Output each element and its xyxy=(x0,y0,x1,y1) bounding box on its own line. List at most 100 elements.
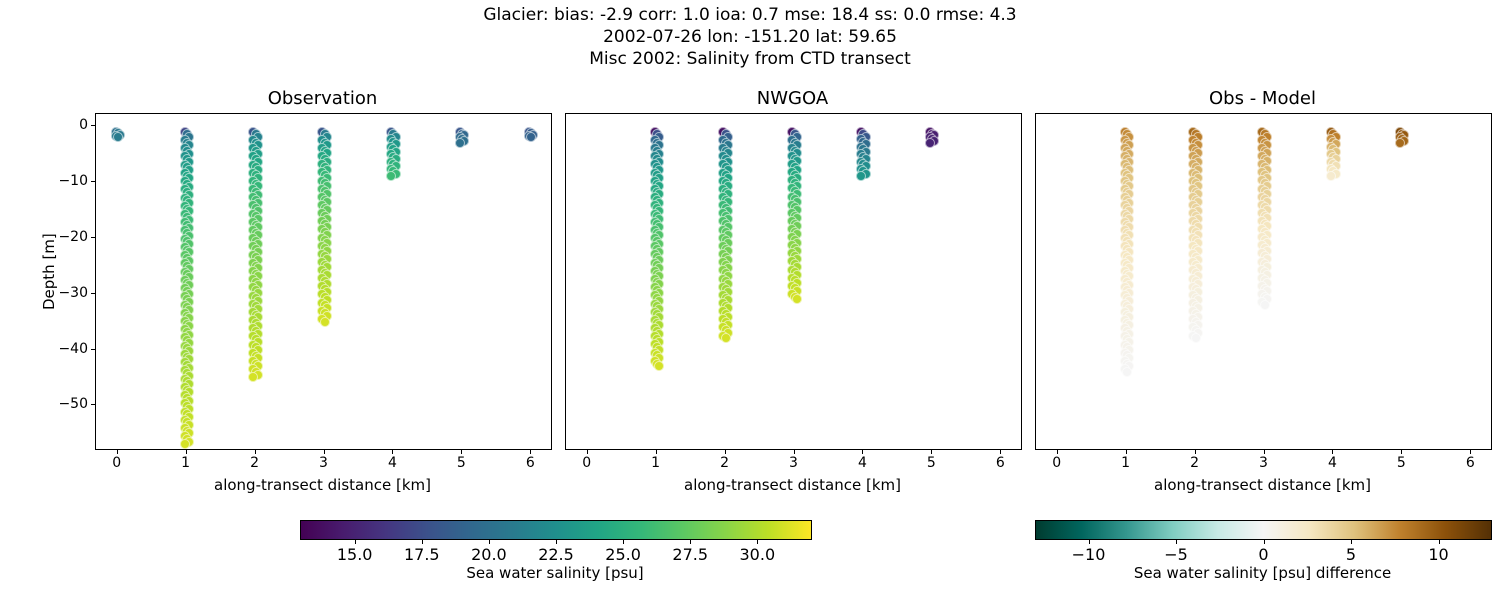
x-tick-label: 5 xyxy=(1397,455,1406,471)
data-point xyxy=(320,317,330,327)
colorbar-tick-label: 10 xyxy=(1428,545,1448,564)
data-point xyxy=(925,138,935,148)
data-point xyxy=(526,132,536,142)
panel-title: Obs - Model xyxy=(1035,88,1490,109)
colorbar-tick-mark xyxy=(623,539,624,544)
x-tick-mark xyxy=(656,449,657,454)
x-tick-mark xyxy=(255,449,256,454)
y-tick-label: −50 xyxy=(58,396,88,412)
x-tick-label: 2 xyxy=(1190,455,1199,471)
x-tick-label: 4 xyxy=(1328,455,1337,471)
x-tick-label: 1 xyxy=(1121,455,1130,471)
x-tick-mark xyxy=(1057,449,1058,454)
colorbar-tick-label: −5 xyxy=(1164,545,1188,564)
x-tick-label: 2 xyxy=(720,455,729,471)
suptitle-stats: Glacier: bias: -2.9 corr: 1.0 ioa: 0.7 m… xyxy=(0,4,1500,26)
x-tick-label: 6 xyxy=(996,455,1005,471)
panel-title: NWGOA xyxy=(565,88,1020,109)
y-tick-label: 0 xyxy=(79,117,88,133)
colorbar-tick-label: 22.5 xyxy=(538,545,574,564)
x-tick-label: 3 xyxy=(1259,455,1268,471)
data-point xyxy=(856,171,866,181)
colorbar-tick-label: 17.5 xyxy=(404,545,440,564)
x-tick-mark xyxy=(725,449,726,454)
colorbar-tick-mark xyxy=(1264,539,1265,544)
data-point xyxy=(180,439,190,449)
colorbar: 15.017.520.022.525.027.530.0 xyxy=(300,520,812,540)
colorbar-label: Sea water salinity [psu] difference xyxy=(1035,564,1490,582)
data-point xyxy=(386,171,396,181)
colorbar: −10−50510 xyxy=(1035,520,1492,540)
x-tick-mark xyxy=(1332,449,1333,454)
x-tick-mark xyxy=(931,449,932,454)
x-tick-label: 1 xyxy=(651,455,660,471)
x-tick-label: 3 xyxy=(789,455,798,471)
colorbar-label: Sea water salinity [psu] xyxy=(300,564,810,582)
x-tick-mark xyxy=(392,449,393,454)
data-point xyxy=(248,372,258,382)
x-tick-label: 5 xyxy=(927,455,936,471)
colorbar-tick-mark xyxy=(422,539,423,544)
x-tick-mark xyxy=(1126,449,1127,454)
panel-title: Observation xyxy=(95,88,550,109)
colorbar-tick-mark xyxy=(1176,539,1177,544)
data-point xyxy=(1122,367,1132,377)
colorbar-tick-label: 20.0 xyxy=(471,545,507,564)
colorbar-tick-label: 30.0 xyxy=(740,545,776,564)
x-tick-mark xyxy=(324,449,325,454)
data-point xyxy=(1191,333,1201,343)
x-tick-mark xyxy=(862,449,863,454)
x-tick-mark xyxy=(1470,449,1471,454)
plot-area xyxy=(566,114,1021,449)
colorbar-tick-label: 27.5 xyxy=(672,545,708,564)
colorbar-tick-mark xyxy=(757,539,758,544)
x-tick-mark xyxy=(117,449,118,454)
x-tick-label: 0 xyxy=(1052,455,1061,471)
colorbar-tick-label: 0 xyxy=(1258,545,1268,564)
x-tick-mark xyxy=(461,449,462,454)
colorbar-tick-label: 25.0 xyxy=(605,545,641,564)
x-tick-mark xyxy=(530,449,531,454)
x-tick-label: 5 xyxy=(457,455,466,471)
x-tick-mark xyxy=(1000,449,1001,454)
data-point xyxy=(1260,300,1270,310)
plot-area xyxy=(1036,114,1491,449)
colorbar-tick-label: −10 xyxy=(1072,545,1106,564)
x-tick-label: 4 xyxy=(858,455,867,471)
data-point xyxy=(792,294,802,304)
x-axis-label: along-transect distance [km] xyxy=(95,476,550,494)
y-tick-label: −40 xyxy=(58,341,88,357)
x-tick-mark xyxy=(794,449,795,454)
x-axis-label: along-transect distance [km] xyxy=(1035,476,1490,494)
suptitle-desc: Misc 2002: Salinity from CTD transect xyxy=(0,48,1500,70)
plot-area xyxy=(96,114,551,449)
x-tick-label: 0 xyxy=(582,455,591,471)
x-tick-label: 1 xyxy=(181,455,190,471)
figure: Glacier: bias: -2.9 corr: 1.0 ioa: 0.7 m… xyxy=(0,0,1500,600)
x-tick-label: 2 xyxy=(250,455,259,471)
x-tick-label: 6 xyxy=(526,455,535,471)
x-tick-mark xyxy=(587,449,588,454)
data-point xyxy=(113,132,123,142)
colorbar-tick-label: 5 xyxy=(1346,545,1356,564)
colorbar-tick-mark xyxy=(355,539,356,544)
x-axis-label: along-transect distance [km] xyxy=(565,476,1020,494)
x-tick-mark xyxy=(186,449,187,454)
y-tick-label: −20 xyxy=(58,229,88,245)
colorbar-tick-label: 15.0 xyxy=(337,545,373,564)
x-tick-label: 6 xyxy=(1466,455,1475,471)
y-tick-label: −30 xyxy=(58,285,88,301)
x-tick-mark xyxy=(1264,449,1265,454)
colorbar-tick-mark xyxy=(1089,539,1090,544)
x-tick-label: 4 xyxy=(388,455,397,471)
colorbar-tick-mark xyxy=(1439,539,1440,544)
colorbar-tick-mark xyxy=(489,539,490,544)
axes: 0123456 xyxy=(1035,113,1492,450)
colorbar-tick-mark xyxy=(556,539,557,544)
x-tick-label: 0 xyxy=(112,455,121,471)
data-point xyxy=(455,138,465,148)
data-point xyxy=(1395,138,1405,148)
y-tick-label: −10 xyxy=(58,173,88,189)
y-axis-label: Depth [m] xyxy=(40,233,58,310)
x-tick-mark xyxy=(1195,449,1196,454)
